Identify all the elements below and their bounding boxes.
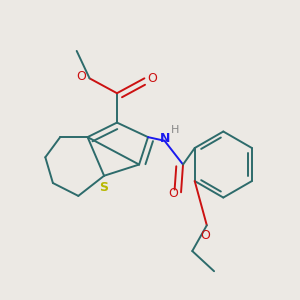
Text: O: O (168, 188, 178, 200)
Text: S: S (100, 181, 109, 194)
Text: N: N (160, 132, 171, 145)
Text: O: O (76, 70, 86, 83)
Text: O: O (200, 229, 210, 242)
Text: O: O (148, 72, 158, 85)
Text: H: H (171, 125, 179, 135)
